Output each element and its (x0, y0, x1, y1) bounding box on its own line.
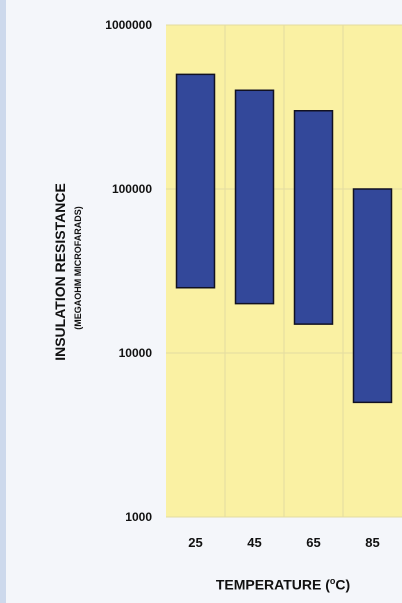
y-tick-label: 1000000 (105, 18, 152, 32)
y-tick-label: 1000 (125, 510, 152, 524)
y-tick-label: 10000 (119, 346, 153, 360)
gridlines (166, 24, 402, 518)
range-bar-25 (175, 73, 216, 289)
x-axis-label: TEMPERATURE (oC) (215, 576, 351, 593)
x-tick-label: 85 (365, 535, 379, 550)
x-tick-label: 25 (188, 535, 202, 550)
range-bar-85 (352, 188, 393, 404)
x-tick-label: 65 (306, 535, 320, 550)
bars (175, 73, 393, 404)
y-tick-labels: 1000 10000 100000 1000000 (105, 18, 152, 524)
range-bar-45 (234, 89, 275, 305)
y-tick-label: 100000 (112, 182, 152, 196)
range-bar-65 (293, 110, 334, 325)
x-tick-label: 45 (247, 535, 261, 550)
x-tick-labels: 25 45 65 85 (188, 535, 379, 550)
